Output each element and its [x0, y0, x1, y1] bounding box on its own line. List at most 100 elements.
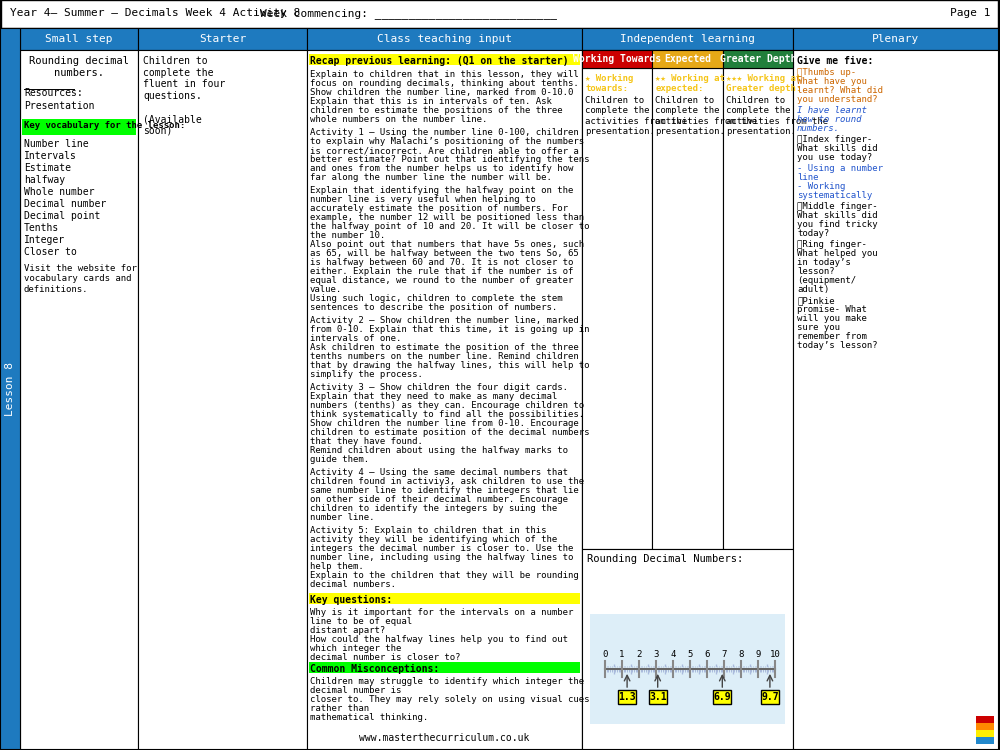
- Text: whole numbers on the number line.: whole numbers on the number line.: [310, 115, 487, 124]
- Bar: [20, 28, 138, 50]
- Bar: [20, 50, 138, 749]
- Text: Explain that identifying the halfway point on the: Explain that identifying the halfway poi…: [310, 186, 573, 195]
- Text: - Using a number: - Using a number: [797, 164, 883, 173]
- Text: the halfway point of 10 and 20. It will be closer to: the halfway point of 10 and 20. It will …: [310, 222, 590, 231]
- Text: Key vocabulary for the lesson:: Key vocabulary for the lesson:: [24, 121, 185, 130]
- Text: www.masterthecurriculum.co.uk: www.masterthecurriculum.co.uk: [359, 733, 530, 743]
- Bar: [582, 68, 652, 549]
- Text: What skills did: What skills did: [797, 211, 878, 220]
- Text: What helped you: What helped you: [797, 249, 878, 258]
- Bar: [590, 614, 785, 724]
- Text: tenths numbers on the number line. Remind children: tenths numbers on the number line. Remin…: [310, 352, 579, 361]
- Text: Intervals: Intervals: [24, 151, 77, 161]
- Text: Using such logic, children to complete the stem: Using such logic, children to complete t…: [310, 294, 563, 303]
- Text: Children to
complete the
activities from the
presentation.: Children to complete the activities from…: [585, 96, 687, 136]
- Text: sentences to describe the position of numbers.: sentences to describe the position of nu…: [310, 303, 557, 312]
- Text: Activity 4 – Using the same decimal numbers that: Activity 4 – Using the same decimal numb…: [310, 468, 568, 477]
- Text: 9: 9: [755, 650, 761, 659]
- Text: Presentation: Presentation: [24, 101, 94, 111]
- Text: (Available
soon): (Available soon): [143, 114, 202, 136]
- Text: ★ Working
towards:: ★ Working towards:: [585, 74, 633, 94]
- Text: Expected: Expected: [664, 54, 711, 64]
- Bar: [22, 119, 136, 135]
- Text: 6: 6: [704, 650, 710, 659]
- Text: Resources:: Resources:: [24, 88, 83, 98]
- Text: learnt? What did: learnt? What did: [797, 86, 883, 95]
- Text: Rounding decimal
numbers.: Rounding decimal numbers.: [29, 56, 129, 77]
- Text: children to estimate position of the decimal numbers: children to estimate position of the dec…: [310, 428, 590, 437]
- Bar: [652, 68, 723, 549]
- Text: 3: 3: [653, 650, 659, 659]
- Text: accurately estimate the position of numbers. For: accurately estimate the position of numb…: [310, 204, 568, 213]
- Text: today’s lesson?: today’s lesson?: [797, 341, 878, 350]
- Text: Decimal point: Decimal point: [24, 211, 100, 221]
- Text: Estimate: Estimate: [24, 163, 71, 173]
- Text: help them.: help them.: [310, 562, 364, 571]
- Bar: [723, 68, 793, 549]
- Text: rather than: rather than: [310, 704, 369, 713]
- Text: Rounding Decimal Numbers:: Rounding Decimal Numbers:: [587, 554, 743, 564]
- Text: Integer: Integer: [24, 235, 65, 245]
- Bar: [309, 662, 580, 673]
- Bar: [582, 50, 652, 68]
- Bar: [793, 28, 998, 50]
- Text: I have learnt: I have learnt: [797, 106, 867, 115]
- Text: same number line to identify the integers that lie: same number line to identify the integer…: [310, 486, 579, 495]
- Text: mathematical thinking.: mathematical thinking.: [310, 713, 428, 722]
- Text: children to identify the integers by suing the: children to identify the integers by sui…: [310, 504, 557, 513]
- Text: Starter: Starter: [199, 34, 246, 44]
- Text: you use today?: you use today?: [797, 153, 872, 162]
- Text: example, the number 12 will be positioned less than: example, the number 12 will be positione…: [310, 213, 584, 222]
- Text: value.: value.: [310, 285, 342, 294]
- Text: 10: 10: [770, 650, 780, 659]
- Text: in today’s: in today’s: [797, 258, 851, 267]
- Text: Ask children to estimate the position of the three: Ask children to estimate the position of…: [310, 343, 579, 352]
- Text: focus on rounding decimals, thinking about tenths.: focus on rounding decimals, thinking abo…: [310, 79, 579, 88]
- Text: 8: 8: [738, 650, 744, 659]
- Text: from 0-10. Explain that this time, it is going up in: from 0-10. Explain that this time, it is…: [310, 325, 590, 334]
- Text: is correct/incorrect. Are children able to offer a: is correct/incorrect. Are children able …: [310, 146, 579, 155]
- Text: (equipment/: (equipment/: [797, 276, 856, 285]
- Bar: [793, 50, 998, 749]
- Text: Recap previous learning: (Q1 on the starter): Recap previous learning: (Q1 on the star…: [310, 56, 568, 66]
- Text: Class teaching input: Class teaching input: [377, 34, 512, 44]
- Text: Key questions:: Key questions:: [310, 595, 392, 605]
- Text: Children may struggle to identify which integer the: Children may struggle to identify which …: [310, 677, 584, 686]
- Text: Visit the website for
vocabulary cards and
definitions.: Visit the website for vocabulary cards a…: [24, 264, 137, 294]
- Text: 9.7: 9.7: [761, 692, 779, 702]
- Text: Show children the number line from 0-10. Encourage: Show children the number line from 0-10.…: [310, 419, 579, 428]
- Text: better estimate? Point out that identifying the tens: better estimate? Point out that identify…: [310, 155, 590, 164]
- Text: 0: 0: [602, 650, 608, 659]
- Text: systematically: systematically: [797, 191, 872, 200]
- Text: numbers.: numbers.: [797, 124, 840, 133]
- Text: 👆Middle finger-: 👆Middle finger-: [797, 202, 878, 211]
- Text: guide them.: guide them.: [310, 455, 369, 464]
- Text: What have you: What have you: [797, 77, 867, 86]
- Text: think systematically to find all the possibilities.: think systematically to find all the pos…: [310, 410, 584, 419]
- Text: - Working: - Working: [797, 182, 845, 191]
- Text: is halfway between 60 and 70. It is not closer to: is halfway between 60 and 70. It is not …: [310, 258, 573, 267]
- Text: 6.9: 6.9: [713, 692, 731, 702]
- Text: you understand?: you understand?: [797, 95, 878, 104]
- Text: Explain to the children that they will be rounding: Explain to the children that they will b…: [310, 571, 579, 580]
- Bar: [976, 723, 994, 730]
- Text: Independent learning: Independent learning: [620, 34, 755, 44]
- Text: Children to
complete the
fluent in four
questions.: Children to complete the fluent in four …: [143, 56, 225, 100]
- Text: How could the halfway lines help you to find out: How could the halfway lines help you to …: [310, 635, 568, 644]
- Text: decimal numbers.: decimal numbers.: [310, 580, 396, 589]
- Text: distant apart?: distant apart?: [310, 626, 385, 635]
- Text: Explain that this is in intervals of ten. Ask: Explain that this is in intervals of ten…: [310, 97, 552, 106]
- Text: adult): adult): [797, 285, 829, 294]
- Text: line to be of equal: line to be of equal: [310, 617, 412, 626]
- Text: will you make: will you make: [797, 314, 867, 323]
- Text: number line.: number line.: [310, 513, 374, 522]
- Text: closer to. They may rely solely on using visual cues: closer to. They may rely solely on using…: [310, 695, 590, 704]
- Bar: [652, 50, 723, 68]
- Text: how to round: how to round: [797, 115, 862, 124]
- Text: intervals of one.: intervals of one.: [310, 334, 401, 343]
- Text: activity they will be identifying which of the: activity they will be identifying which …: [310, 535, 557, 544]
- Text: 7: 7: [721, 650, 727, 659]
- Text: 5: 5: [687, 650, 693, 659]
- Bar: [307, 28, 582, 50]
- Text: Page 1: Page 1: [950, 8, 990, 18]
